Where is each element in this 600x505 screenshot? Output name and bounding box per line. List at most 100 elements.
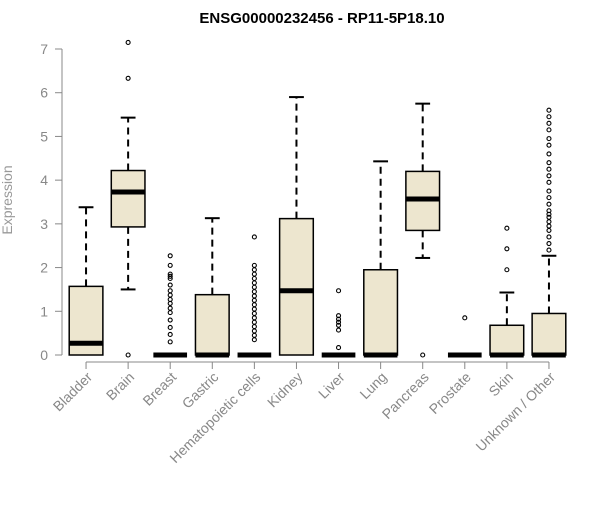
box-hematopoietic-cells <box>237 234 272 358</box>
outlier-point <box>546 223 552 229</box>
y-axis: 0 1 2 3 4 5 6 7 <box>40 41 63 363</box>
outlier-point <box>167 273 173 279</box>
outlier-point <box>167 262 173 268</box>
outlier-point <box>251 289 257 295</box>
box-body <box>194 293 230 356</box>
outlier-point <box>167 305 173 311</box>
box-body <box>363 269 399 356</box>
box-body <box>278 217 315 356</box>
outlier-point <box>167 310 173 316</box>
x-tick-label: Brain <box>103 369 137 403</box>
outlier-point <box>335 327 342 333</box>
outlier-point <box>335 288 342 294</box>
outlier-point <box>251 302 257 308</box>
outlier-point <box>546 136 552 142</box>
box-liver <box>321 288 356 358</box>
y-tick-label: 0 <box>40 347 48 363</box>
chart-title: ENSG00000232456 - RP11-5P18.10 <box>199 10 444 27</box>
x-tick-label: Kidney <box>264 369 306 411</box>
outlier-point <box>546 160 552 166</box>
outlier-point <box>167 288 173 294</box>
outlier-point <box>167 324 173 331</box>
y-tick-label: 2 <box>40 260 48 276</box>
y-tick-label: 7 <box>40 41 48 57</box>
outlier-point <box>125 39 131 45</box>
x-tick-label: Breast <box>139 369 179 409</box>
outlier-point <box>546 173 552 179</box>
outlier-point <box>420 352 426 358</box>
outlier-point <box>546 142 552 148</box>
box-pancreas <box>405 102 441 358</box>
outlier-point <box>462 315 468 321</box>
x-tick-label: Pancreas <box>379 369 432 422</box>
outlier-point <box>251 267 257 273</box>
x-tick-label: Bladder <box>50 369 96 415</box>
box-prostate <box>447 315 482 358</box>
outlier-point <box>167 282 173 288</box>
outlier-point <box>504 225 510 231</box>
outlier-point <box>335 345 342 351</box>
outlier-point <box>546 247 552 253</box>
outlier-point <box>125 352 131 358</box>
y-axis-label: Expression <box>0 165 15 234</box>
outlier-point <box>546 107 552 113</box>
outlier-point <box>251 337 257 343</box>
outlier-point <box>251 284 257 290</box>
box-body <box>110 169 146 228</box>
outlier-point <box>251 306 257 312</box>
outlier-point <box>251 310 257 317</box>
outlier-point <box>504 246 510 252</box>
x-tick-label: Unknown / Other <box>472 369 558 455</box>
x-tick-label: Lung <box>356 369 389 402</box>
outlier-point <box>546 166 552 172</box>
y-tick-label: 1 <box>40 303 48 319</box>
outlier-point <box>546 114 552 120</box>
y-tick-label: 6 <box>40 85 48 101</box>
outlier-point <box>546 127 552 133</box>
boxes-group <box>68 39 567 358</box>
outlier-point <box>167 271 173 277</box>
outlier-point <box>251 262 257 268</box>
outlier-point <box>335 319 342 325</box>
outlier-point <box>251 315 257 321</box>
outlier-point <box>335 322 342 328</box>
box-body <box>489 324 525 356</box>
box-unknown-other <box>531 107 567 358</box>
box-breast <box>153 253 188 358</box>
outlier-point <box>546 195 552 201</box>
outlier-point <box>251 271 257 277</box>
outlier-point <box>335 313 342 319</box>
outlier-point <box>167 331 173 338</box>
box-kidney <box>278 96 315 356</box>
outlier-point <box>546 227 552 233</box>
outlier-point <box>546 208 552 214</box>
outlier-point <box>251 234 257 240</box>
y-tick-label: 3 <box>40 216 48 232</box>
outlier-point <box>546 219 552 225</box>
outlier-point <box>546 234 552 240</box>
outlier-point <box>546 188 552 194</box>
box-lung <box>363 160 399 358</box>
outlier-point <box>504 267 510 273</box>
outlier-point <box>167 292 173 298</box>
box-body <box>531 312 567 356</box>
outlier-point <box>546 240 552 247</box>
outlier-point <box>251 319 257 325</box>
outlier-point <box>251 328 257 334</box>
box-skin <box>489 225 525 358</box>
outlier-point <box>546 214 552 220</box>
outlier-point <box>546 120 552 126</box>
x-tick-label: Prostate <box>426 369 474 417</box>
box-bladder <box>68 206 104 356</box>
y-tick-label: 5 <box>40 128 48 144</box>
x-tick-label: Skin <box>485 369 516 400</box>
outlier-point <box>251 332 257 338</box>
outlier-point <box>251 324 257 330</box>
outlier-point <box>251 280 257 286</box>
outlier-point <box>251 275 257 282</box>
outlier-point <box>546 179 552 185</box>
outlier-point <box>546 201 552 207</box>
